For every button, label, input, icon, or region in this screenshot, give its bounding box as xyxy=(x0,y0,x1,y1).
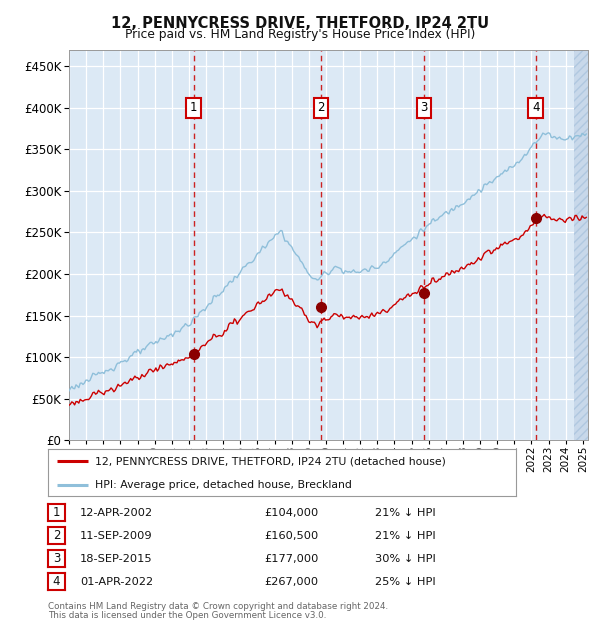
Text: 21% ↓ HPI: 21% ↓ HPI xyxy=(375,508,436,518)
Text: £104,000: £104,000 xyxy=(264,508,318,518)
Text: Price paid vs. HM Land Registry's House Price Index (HPI): Price paid vs. HM Land Registry's House … xyxy=(125,28,475,41)
Text: £267,000: £267,000 xyxy=(264,577,318,587)
Text: 21% ↓ HPI: 21% ↓ HPI xyxy=(375,531,436,541)
Text: 1: 1 xyxy=(53,507,60,519)
Text: £177,000: £177,000 xyxy=(264,554,319,564)
Text: 12, PENNYCRESS DRIVE, THETFORD, IP24 2TU: 12, PENNYCRESS DRIVE, THETFORD, IP24 2TU xyxy=(111,16,489,30)
Text: Contains HM Land Registry data © Crown copyright and database right 2024.: Contains HM Land Registry data © Crown c… xyxy=(48,602,388,611)
Text: This data is licensed under the Open Government Licence v3.0.: This data is licensed under the Open Gov… xyxy=(48,611,326,619)
Text: 01-APR-2022: 01-APR-2022 xyxy=(80,577,153,587)
Text: 1: 1 xyxy=(190,101,197,114)
Text: 25% ↓ HPI: 25% ↓ HPI xyxy=(375,577,436,587)
Text: 3: 3 xyxy=(53,552,60,565)
Text: 4: 4 xyxy=(53,575,60,588)
Text: 11-SEP-2009: 11-SEP-2009 xyxy=(80,531,152,541)
Text: 12-APR-2002: 12-APR-2002 xyxy=(80,508,153,518)
Text: HPI: Average price, detached house, Breckland: HPI: Average price, detached house, Brec… xyxy=(95,480,352,490)
Text: 18-SEP-2015: 18-SEP-2015 xyxy=(80,554,152,564)
Text: 30% ↓ HPI: 30% ↓ HPI xyxy=(375,554,436,564)
Text: 4: 4 xyxy=(532,101,539,114)
Bar xyxy=(574,50,592,440)
Text: 12, PENNYCRESS DRIVE, THETFORD, IP24 2TU (detached house): 12, PENNYCRESS DRIVE, THETFORD, IP24 2TU… xyxy=(95,456,446,466)
Text: £160,500: £160,500 xyxy=(264,531,318,541)
Text: 2: 2 xyxy=(317,101,325,114)
Text: 2: 2 xyxy=(53,529,60,542)
Text: 3: 3 xyxy=(420,101,428,114)
